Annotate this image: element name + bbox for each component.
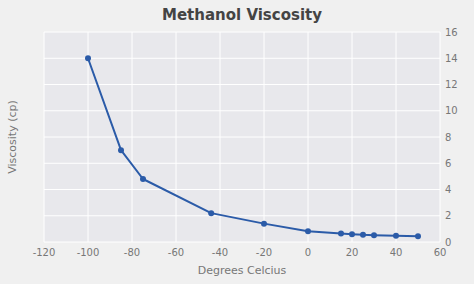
point	[349, 231, 355, 237]
title: Methanol Viscosity	[162, 6, 322, 24]
point	[360, 232, 366, 238]
point	[371, 232, 377, 238]
point	[338, 230, 344, 236]
x-tick-label: -40	[212, 247, 228, 258]
y-tick-label: 4	[445, 184, 451, 195]
grid	[44, 32, 440, 242]
point	[261, 221, 267, 227]
grid-line	[44, 163, 440, 164]
point	[305, 228, 311, 234]
grid-line	[44, 58, 440, 59]
y-tick-label: 8	[445, 132, 451, 143]
point	[393, 233, 399, 239]
x-tick-label: -120	[33, 247, 56, 258]
chart: -120-100-80-60-40-2002040600246810121416…	[0, 0, 474, 284]
x-tick-label: -80	[124, 247, 140, 258]
grid-line	[44, 110, 440, 111]
grid-line	[44, 242, 440, 243]
x-tick-label: 60	[434, 247, 447, 258]
grid-line	[44, 84, 440, 85]
x-tick-label: -60	[168, 247, 184, 258]
background	[0, 0, 474, 284]
point	[85, 55, 91, 61]
grid-line	[44, 32, 440, 33]
y-tick-label: 12	[445, 79, 458, 90]
point	[415, 233, 421, 239]
x-tick-label: 20	[346, 247, 359, 258]
y-tick-label: 14	[445, 53, 458, 64]
grid-line	[44, 215, 440, 216]
x-axis-label: Degrees Celcius	[198, 264, 287, 277]
series	[85, 55, 421, 239]
line	[88, 58, 418, 236]
x-tick-label: 0	[305, 247, 311, 258]
plot-area	[44, 32, 440, 242]
y-tick-label: 10	[445, 105, 458, 116]
point	[208, 210, 214, 216]
y-tick-label: 0	[445, 237, 451, 248]
point	[140, 176, 146, 182]
y-tick-label: 6	[445, 158, 451, 169]
x-tick-label: -100	[77, 247, 100, 258]
grid-line	[44, 189, 440, 190]
grid-line	[44, 137, 440, 138]
y-axis-label: Viscosity (cp)	[6, 100, 19, 174]
y-tick-label: 2	[445, 210, 451, 221]
x-tick-label: -20	[256, 247, 272, 258]
x-tick-label: 40	[390, 247, 403, 258]
point	[118, 147, 124, 153]
y-tick-label: 16	[445, 27, 458, 38]
